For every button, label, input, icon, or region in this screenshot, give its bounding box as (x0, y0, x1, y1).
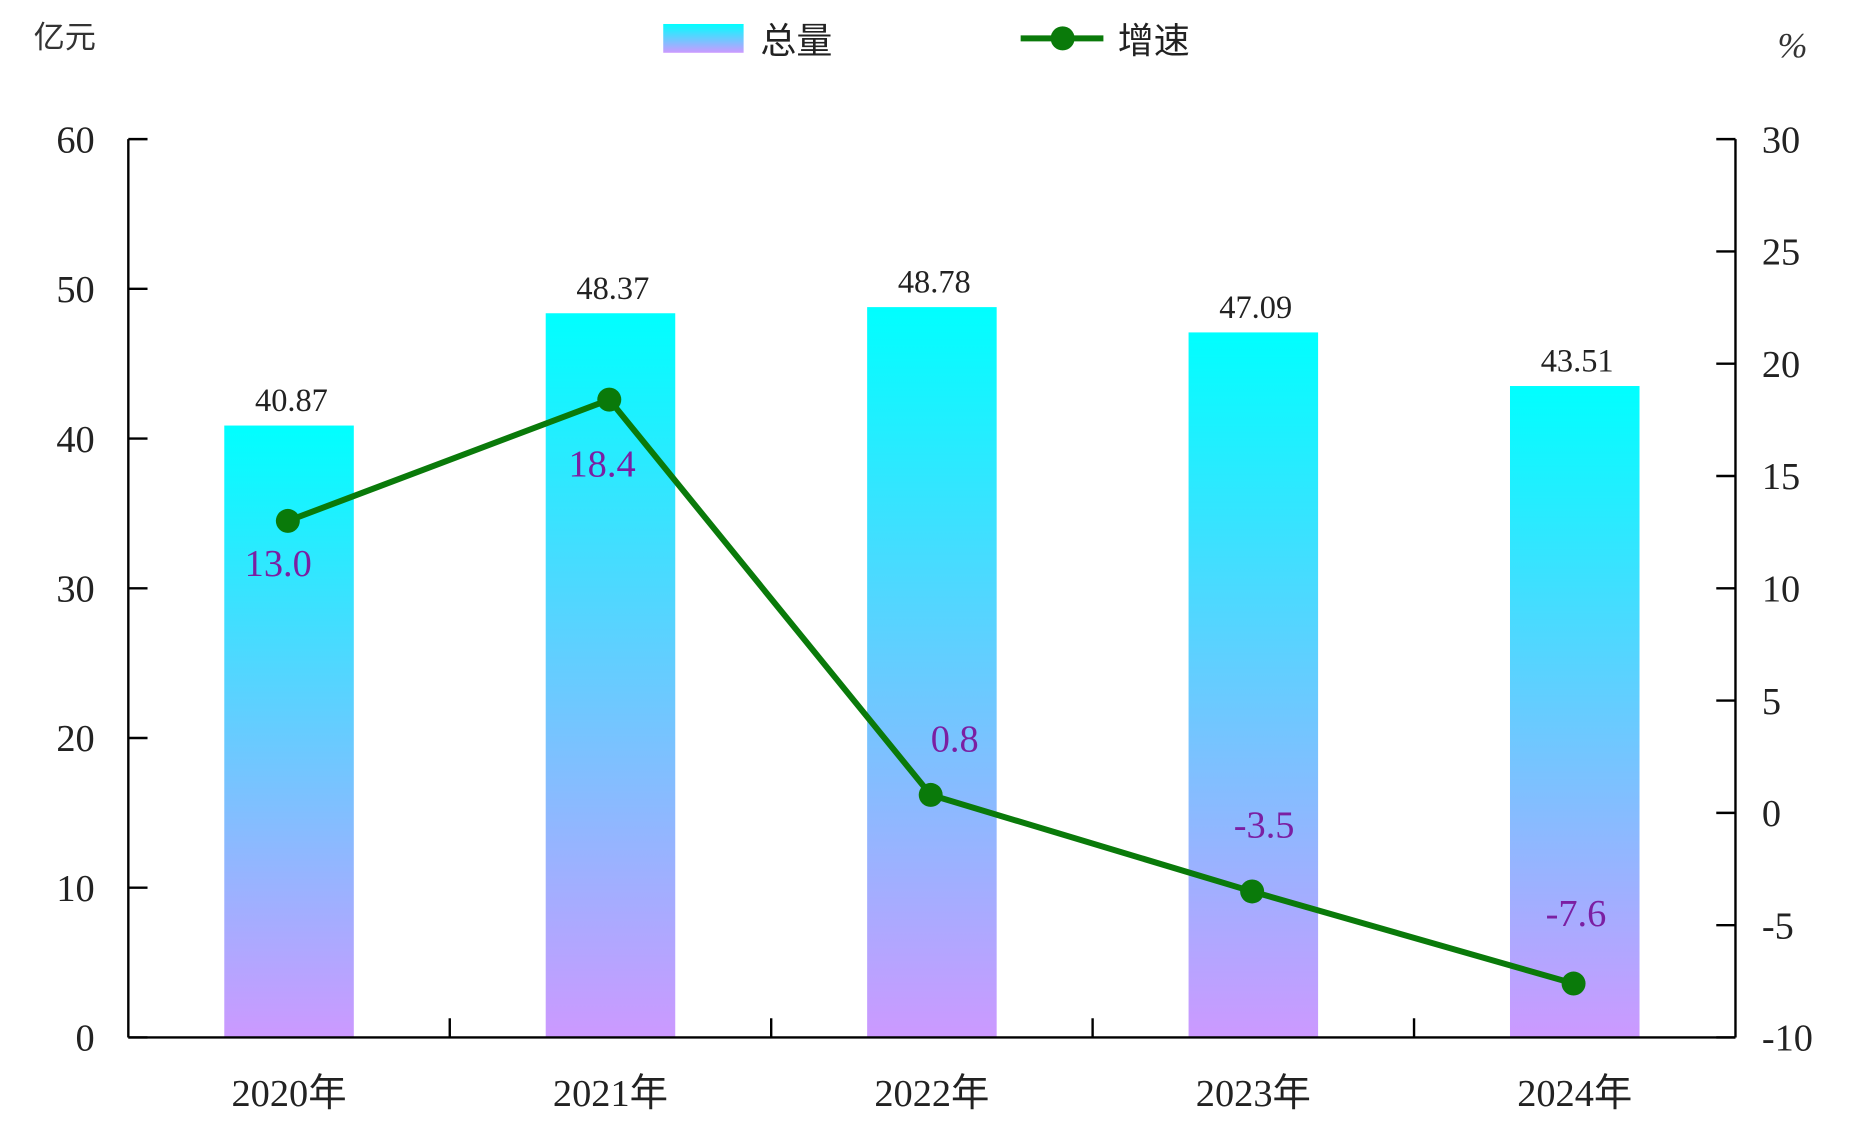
right-tick-label-0: 0 (1762, 793, 1781, 835)
right-tick-label-15: 15 (1762, 456, 1800, 498)
bar-3 (1188, 332, 1319, 1038)
left-tick-label-60: 60 (56, 119, 94, 161)
bar-label-2: 48.78 (898, 265, 971, 301)
right-tick-label-5: 5 (1762, 681, 1781, 723)
left-axis-unit: 亿元 (34, 20, 96, 56)
x-tick-label-4: 2024年 (1517, 1072, 1632, 1115)
x-tick-label-2: 2022年 (874, 1072, 989, 1115)
x-tick-label-0: 2020年 (231, 1072, 346, 1115)
growth-point-0 (275, 508, 300, 533)
growth-point-4 (1561, 971, 1586, 996)
bar-1 (545, 313, 676, 1038)
legend-label-line: 增速 (1118, 21, 1190, 62)
left-tick-label-40: 40 (56, 419, 94, 461)
left-tick-label-10: 10 (56, 868, 94, 910)
legend-swatch-bar (663, 23, 744, 53)
growth-label-0: 13.0 (245, 543, 312, 585)
bar-label-3: 47.09 (1219, 290, 1292, 326)
bar-4 (1509, 386, 1640, 1038)
growth-label-2: 0.8 (931, 719, 979, 761)
bar-2 (867, 307, 997, 1038)
bar-label-4: 43.51 (1541, 344, 1614, 380)
left-tick-label-30: 30 (56, 568, 94, 610)
legend-marker (1050, 26, 1075, 51)
right-tick-label--10: -10 (1762, 1018, 1813, 1060)
x-tick-label-3: 2023年 (1196, 1072, 1311, 1115)
legend: 总量 增速 (663, 21, 1190, 62)
growth-label-3: -3.5 (1234, 805, 1295, 847)
left-tick-label-0: 0 (76, 1018, 95, 1060)
left-tick-label-20: 20 (56, 718, 94, 760)
right-tick-label-30: 30 (1762, 119, 1800, 161)
growth-label-4: -7.6 (1546, 893, 1607, 935)
growth-point-1 (597, 387, 622, 412)
legend-label-bar: 总量 (760, 21, 832, 62)
right-tick-label-10: 10 (1762, 568, 1800, 610)
right-tick-label-25: 25 (1762, 232, 1800, 274)
right-axis-unit: % (1777, 26, 1807, 66)
x-tick-label-1: 2021年 (553, 1072, 668, 1115)
right-tick-label--5: -5 (1762, 905, 1794, 947)
bar-label-0: 40.87 (255, 383, 328, 419)
left-tick-label-50: 50 (56, 269, 94, 311)
growth-label-1: 18.4 (569, 443, 636, 485)
right-tick-label-20: 20 (1762, 344, 1800, 386)
bar-label-1: 48.37 (576, 271, 649, 307)
growth-point-3 (1240, 879, 1265, 904)
growth-point-2 (918, 782, 943, 807)
